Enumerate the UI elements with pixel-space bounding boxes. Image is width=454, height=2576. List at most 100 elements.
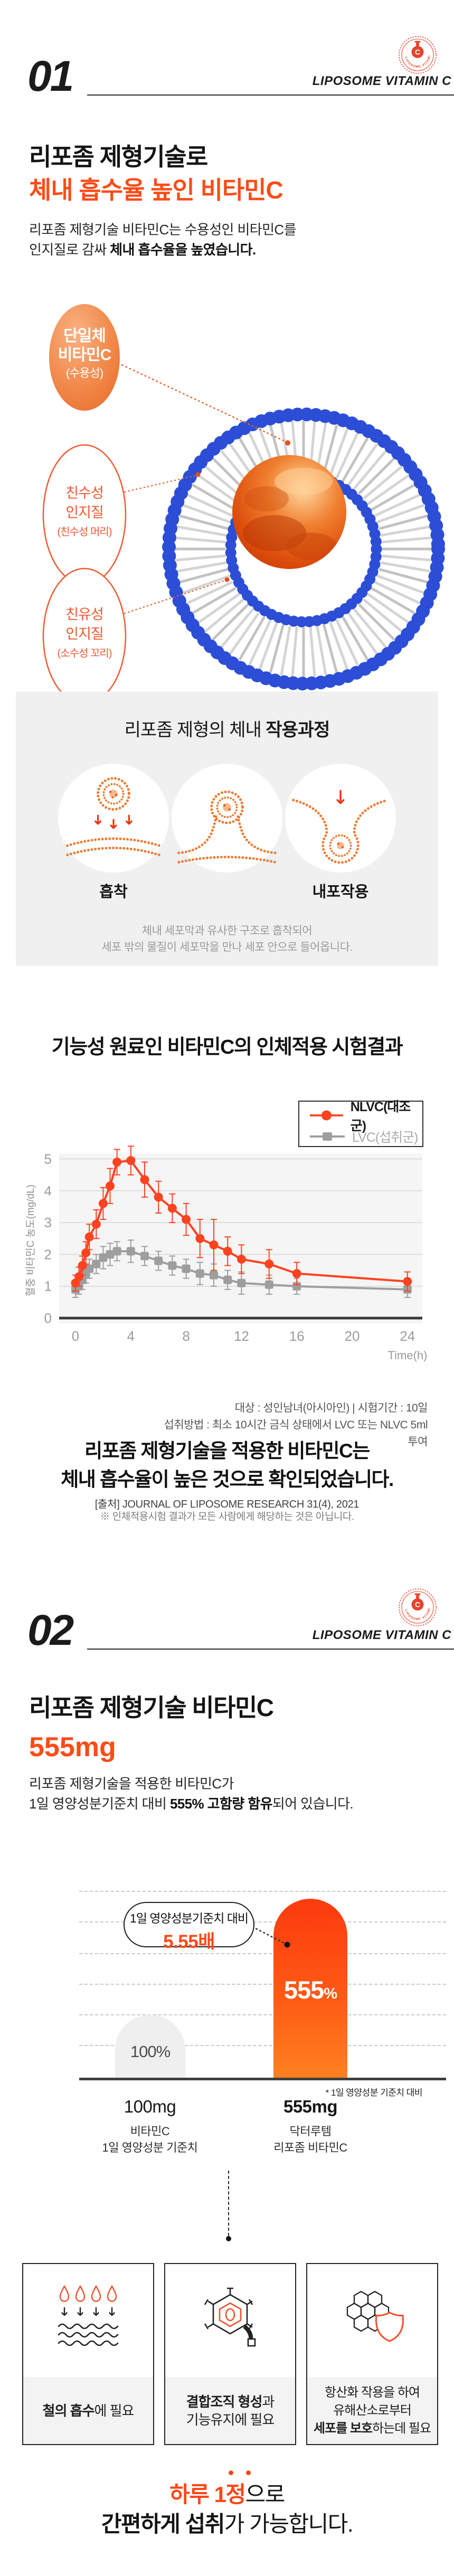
label1-connector-dot xyxy=(195,472,201,477)
bar-gray-value-label: 100% xyxy=(130,2042,171,2061)
endocytosis-icon xyxy=(292,790,389,864)
s2-heading-line1: 리포좀 제형기술 비타민C xyxy=(29,1694,274,1721)
brand-wordmark-1: LIPOSOME VITAMIN C xyxy=(312,74,451,88)
process-title-prefix: 리포좀 제형의 체내 xyxy=(124,720,266,740)
svg-text:5: 5 xyxy=(44,1151,52,1167)
header-rule-1 xyxy=(87,94,454,96)
bar-orange-amount: 555mg xyxy=(283,2097,338,2116)
nlvc-line-marker-icon xyxy=(309,1110,343,1121)
bar-orange-sub2: 리포좀 비타민C xyxy=(273,2141,347,2154)
bubble-monomer-vitaminc: 단일체 비타민C (수용성) xyxy=(49,304,290,446)
lvc-line-marker-icon xyxy=(310,1132,345,1141)
antioxidant-shield-icon xyxy=(346,2290,404,2342)
study-statement: 리포좀 제형기술을 적용한 비타민C는 체내 흡수율이 높은 것으로 확인되었습… xyxy=(0,1437,454,1494)
bar-gray-sub2: 1일 영양성분 기준치 xyxy=(102,2141,198,2154)
svg-text:16: 16 xyxy=(289,1328,305,1344)
label-lipophilic-phospholipid: 친유성 인지질 (소수성 꼬리) xyxy=(42,567,230,705)
benefit2-line1-rest: 과 xyxy=(262,2393,275,2410)
header-rule-2 xyxy=(87,1649,454,1650)
svg-text:혈중 비타민C 농도(mg/dL): 혈중 비타민C 농도(mg/dL) xyxy=(25,1185,36,1296)
benefit-box-antioxidant-panel: 항산화 작용을 하여 유해산소로부터 세포를 보호하는데 필요 xyxy=(307,2377,437,2444)
bar-orange-value: 555 xyxy=(283,1976,324,2004)
study-note-line2: 섭취방법 : 최소 10시간 금식 상태에서 LVC 또는 NLVC 5ml 투… xyxy=(164,1419,428,1448)
benefit1-rest: 에 필요 xyxy=(94,2402,134,2419)
svg-text:0: 0 xyxy=(44,1310,52,1326)
legend-label-nlvc: NLVC(대조군) xyxy=(350,1100,411,1133)
svg-text:Time(h): Time(h) xyxy=(388,1349,428,1362)
bubble-line1: 단일체 xyxy=(63,327,106,345)
svg-text:3: 3 xyxy=(44,1215,52,1230)
process-step1-circle xyxy=(58,764,169,873)
s2-paragraph: 리포좀 제형기술을 적용한 비타민C가 1일 영양성분기준치 대비 555% 고… xyxy=(29,1774,354,1814)
callout-bubble: 1일 영양성분기준치 대비 5.55배 xyxy=(124,1902,254,1952)
svg-text:2: 2 xyxy=(44,1246,52,1262)
legend-label-lvc: LVC(섭취군) xyxy=(352,1130,418,1145)
statement-line1: 리포좀 제형기술을 적용한 비타민C는 xyxy=(84,1440,370,1462)
study-note-line1: 대상 : 성인남녀(아시아인) | 시험기간 : 10일 xyxy=(234,1402,428,1414)
connective-tissue-icon xyxy=(204,2287,256,2347)
bar-555-percent: 555% xyxy=(273,1899,347,2080)
membrane-fusion-icon xyxy=(177,790,277,864)
callout-line1: 1일 영양성분기준치 대비 xyxy=(129,1911,249,1925)
emphasis-dot-1 xyxy=(229,2470,233,2475)
svg-text:0: 0 xyxy=(72,1328,79,1344)
label2-line2: 인지질 xyxy=(65,626,103,642)
brand-logo-badge-2: LIPOSOME VITAMIN C C xyxy=(398,1588,437,1626)
process-step3-label: 내포작용 xyxy=(312,884,369,901)
svg-text:8: 8 xyxy=(182,1328,190,1344)
benefit-box-iron-panel: 철의 흡수에 필요 xyxy=(23,2377,153,2444)
s2-heading-line2: 555mg xyxy=(29,1732,116,1763)
svg-text:20: 20 xyxy=(345,1328,360,1344)
bar-orange-category: 555mg 닥터루템 리포좀 비타민C xyxy=(247,2097,374,2156)
closing-line1-orange: 하루 1정 xyxy=(169,2482,246,2507)
callout-line2: 5.55배 xyxy=(163,1931,215,1952)
callout-connector xyxy=(251,1926,290,1948)
closing-line2-rest: 가 가능합니다. xyxy=(224,2512,354,2536)
benefit3-line3-bold: 세포를 보호 xyxy=(313,2421,373,2436)
brand-logo-badge: LIPOSOME VITAMIN C C xyxy=(398,35,437,74)
adsorption-icon xyxy=(66,777,161,857)
benefit1-bold: 철의 흡수 xyxy=(42,2402,95,2419)
bar-orange-sublabel: 닥터루템 리포좀 비타민C xyxy=(247,2123,374,2156)
process-caption: 체내 세포막과 유사한 구조로 흡착되어 세포 밖의 물질이 세포막을 만나 세… xyxy=(16,923,438,955)
emphasis-dot-2 xyxy=(246,2470,251,2475)
label2-line3: (소수성 꼬리) xyxy=(58,647,112,659)
s2-body-line1: 리포좀 제형기술을 적용한 비타민C가 xyxy=(29,1776,234,1792)
bar-gray-amount: 100mg xyxy=(124,2097,176,2116)
bar-chart-footnote: * 1일 영양성분 기준치 대비 xyxy=(325,2088,423,2098)
heading-line2: 체내 흡수율 높인 비타민C xyxy=(29,176,283,204)
bar-gridline xyxy=(79,1921,446,1922)
study-disclaimer: ※ 인체적용시험 결과가 모든 사람에게 해당하는 것은 아닙니다. xyxy=(100,1511,354,1522)
bubble-line2: 비타민C xyxy=(58,346,111,364)
study-notes: 대상 : 성인남녀(아시아인) | 시험기간 : 10일 섭취방법 : 최소 1… xyxy=(158,1400,428,1451)
bar-gridline xyxy=(79,2045,446,2046)
benefit3-line1: 항산화 작용을 하여 xyxy=(325,2385,420,2400)
legend-row-lvc: LVC(섭취군) xyxy=(299,1126,422,1147)
outer-bead-ring xyxy=(162,408,445,690)
process-step2-circle xyxy=(172,764,282,873)
brand-wordmark-2: LIPOSOME VITAMIN C xyxy=(312,1628,451,1642)
benefit3-line2: 유해산소로부터 xyxy=(333,2403,412,2418)
label1-line1: 친수성 xyxy=(65,485,103,501)
intro-paragraph: 리포좀 제형기술 비타민C는 수용성인 비타민C를 인지질로 감싸 체내 흡수율… xyxy=(29,220,297,260)
bar-orange-sub1: 닥터루템 xyxy=(289,2125,332,2138)
svg-text:4: 4 xyxy=(127,1328,135,1344)
intro-line2-prefix: 인지질로 감싸 xyxy=(29,242,110,258)
svg-text:1: 1 xyxy=(44,1278,52,1294)
label1-line2: 인지질 xyxy=(65,505,103,520)
benefit3-line3-rest: 하는데 필요 xyxy=(372,2421,431,2436)
benefit2-line1-bold: 결합조직 형성 xyxy=(186,2393,263,2410)
bubble-connector-line xyxy=(117,362,286,442)
label2-line1: 친유성 xyxy=(65,607,103,622)
statement-line2: 체내 흡수율이 높은 것으로 확인되었습니다. xyxy=(61,1469,394,1490)
closing-line1-rest: 으로 xyxy=(245,2482,286,2507)
chart-legend: NLVC(대조군) LVC(섭취군) xyxy=(298,1100,423,1147)
process-title-bold: 작용과정 xyxy=(266,720,330,740)
liposome-3d-model xyxy=(162,408,445,690)
process-step3-circle xyxy=(285,764,396,873)
intro-line2-bold: 체내 흡수율을 높였습니다. xyxy=(110,242,256,258)
process-caption-line1: 체내 세포막과 유사한 구조로 흡착되어 xyxy=(141,925,313,937)
bar-gridline xyxy=(79,1953,446,1954)
bar-gridline xyxy=(79,1891,446,1892)
